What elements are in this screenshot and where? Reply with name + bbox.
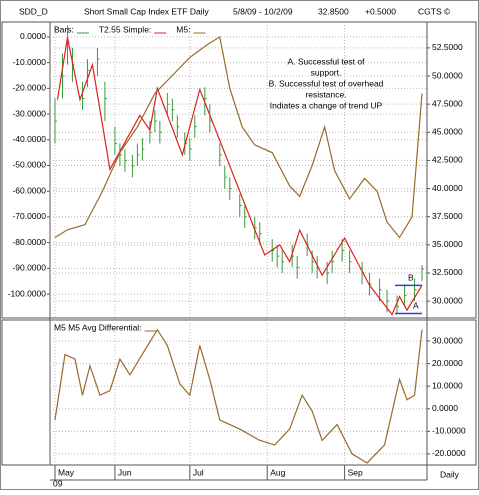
- y-tick-label: 0.0000: [432, 403, 458, 413]
- top-panel: [1, 21, 477, 319]
- y-tick-label: -90.0000: [12, 263, 46, 273]
- series-line: [56, 37, 423, 316]
- legend-label: M5:: [176, 24, 190, 34]
- y-tick-label: 40.0000: [432, 183, 463, 193]
- level-label: A: [413, 301, 419, 311]
- change: +0.5000: [365, 6, 396, 16]
- y-tick-label: -60.0000: [12, 185, 46, 195]
- y-tick-label: -70.0000: [12, 211, 46, 221]
- y-tick-label: 45.0000: [432, 127, 463, 137]
- y-tick-label: 52.5000: [432, 42, 463, 52]
- y-tick-label: -40.0000: [12, 134, 46, 144]
- y-tick-label: 30.0000: [432, 295, 463, 305]
- bottom-panel: [1, 319, 477, 466]
- symbol: SDD_D: [19, 6, 48, 16]
- y-tick-label: 42.5000: [432, 155, 463, 165]
- last-price: 32.8500: [318, 6, 349, 16]
- y-tick-label: 20.0000: [432, 358, 463, 368]
- y-tick-label: 47.5000: [432, 98, 463, 108]
- annotation: resistance.: [305, 89, 346, 99]
- annotation: A. Successful test of: [287, 56, 365, 66]
- title: Short Small Cap Index ETF Daily: [84, 6, 209, 16]
- y-tick-label: 32.5000: [432, 267, 463, 277]
- legend-label: M5 M5 Avg Differential:: [54, 322, 142, 332]
- x-tick-label: Sep: [348, 467, 363, 477]
- annotation: Indiates a change of trend UP: [270, 100, 383, 110]
- y-tick-label: -10.0000: [12, 57, 46, 67]
- x-tick-label: Jun: [118, 467, 132, 477]
- y-tick-label: -30.0000: [12, 108, 46, 118]
- y-tick-label: -50.0000: [12, 160, 46, 170]
- y-tick-label: -80.0000: [12, 237, 46, 247]
- y-tick-label: -10.0000: [432, 426, 466, 436]
- y-tick-label: 37.5000: [432, 211, 463, 221]
- year-label: 09: [53, 478, 63, 488]
- y-tick-label: 10.0000: [432, 380, 463, 390]
- y-tick-label: -100.0000: [8, 288, 47, 298]
- level-label: B: [408, 273, 414, 283]
- y-tick-label: 30.0000: [432, 335, 463, 345]
- date-range: 5/8/09 - 10/2/09: [233, 6, 293, 16]
- period-label: Daily: [440, 469, 460, 479]
- y-tick-label: -20.0000: [432, 448, 466, 458]
- series-line: [54, 35, 423, 239]
- annotation: B. Successful test of overhead: [269, 78, 384, 88]
- y-tick-label: 0.0000: [20, 31, 46, 41]
- legend-label: Bars:: [54, 24, 74, 34]
- series-line: [54, 328, 423, 464]
- x-tick-label: Jul: [193, 467, 204, 477]
- y-tick-label: 50.0000: [432, 70, 463, 80]
- source: CGTS ©: [418, 6, 451, 16]
- legend-label: T2.55 Simple:: [99, 24, 151, 34]
- y-tick-label: -20.0000: [12, 83, 46, 93]
- annotation: support.: [311, 67, 342, 77]
- y-tick-label: 35.0000: [432, 239, 463, 249]
- x-tick-label: May: [58, 467, 75, 477]
- x-tick-label: Aug: [270, 467, 285, 477]
